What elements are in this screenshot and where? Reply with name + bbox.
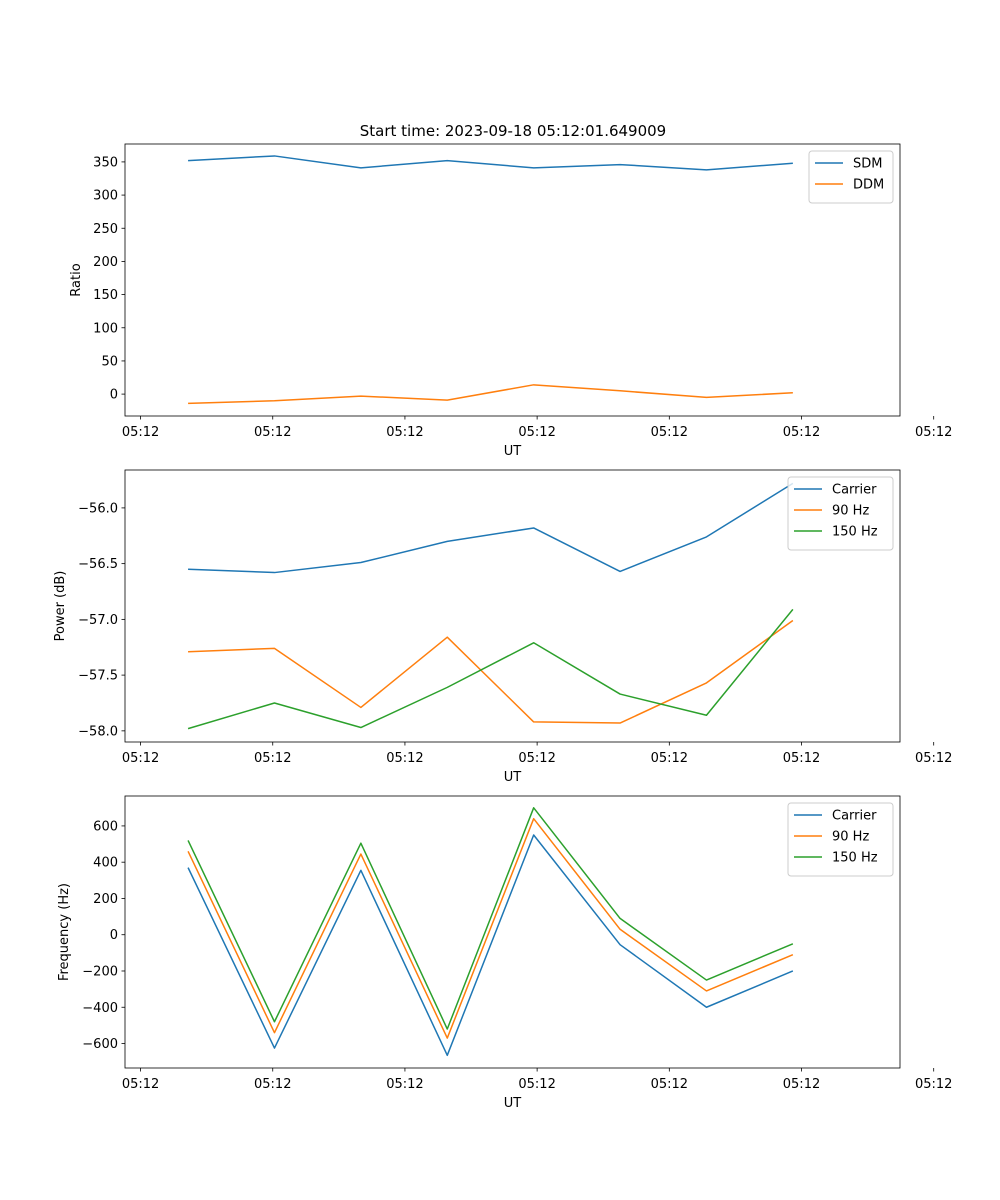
y-tick-label-plot-2: −56.5 — [78, 557, 118, 572]
series-line-carrier-plot-2 — [188, 482, 794, 574]
x-tick-label-plot-2: 05:12 — [122, 751, 159, 766]
series-line-90-hz-plot-3 — [187, 817, 794, 1039]
legend-label-90-hz-plot-3: 90 Hz — [832, 830, 869, 845]
axes-frame-plot-3 — [124, 795, 901, 1069]
x-tick-label-plot-1: 05:12 — [254, 425, 291, 440]
x-tick-label-plot-3: 05:12 — [386, 1077, 423, 1092]
x-tick-label-plot-3: 05:12 — [651, 1077, 688, 1092]
x-tick-label-plot-1: 05:12 — [651, 425, 688, 440]
y-tick-label-plot-3: 400 — [93, 856, 118, 871]
x-tick-label-plot-2: 05:12 — [915, 751, 952, 766]
x-tick-label-plot-3: 05:12 — [518, 1077, 555, 1092]
y-tick-label-plot-3: 200 — [93, 892, 118, 907]
y-axis-label-plot-1: Ratio — [69, 263, 84, 296]
y-tick-label-plot-3: 0 — [110, 928, 118, 943]
x-tick-label-plot-3: 05:12 — [915, 1077, 952, 1092]
legend-label-150-hz-plot-3: 150 Hz — [832, 851, 878, 866]
x-tick-label-plot-1: 05:12 — [783, 425, 820, 440]
x-tick-label-plot-2: 05:12 — [254, 751, 291, 766]
y-tick-label-plot-2: −56.0 — [78, 501, 118, 516]
subplot-3: 05:12 05:12 05:12 05:12 05:12 05:12 05:12 UT −60… — [57, 795, 952, 1111]
subplot-2: 05:12 05:12 05:12 05:12 05:12 05:12 05:12 UT −58… — [53, 469, 952, 785]
y-tick-label-plot-1: 200 — [93, 255, 118, 270]
legend-label-carrier-plot-3: Carrier — [832, 809, 877, 824]
x-tick-label-plot-2: 05:12 — [386, 751, 423, 766]
y-tick-label-plot-1: 150 — [93, 288, 118, 303]
legend-label-carrier-plot-2: Carrier — [832, 483, 877, 498]
y-tick-label-plot-1: 250 — [93, 222, 118, 237]
axes-frame-plot-2 — [124, 469, 901, 743]
subplot-1: 05:12 05:12 05:12 05:12 05:12 05:12 05:12 UT 0 50… — [69, 143, 952, 459]
plots: 05:12 05:12 05:12 05:12 05:12 05:12 05:12 UT 0 50… — [53, 143, 952, 1111]
x-axis-label-plot-3: UT — [504, 1096, 522, 1111]
legend-box-plot-1 — [808, 150, 894, 204]
y-tick-label-plot-1: 350 — [93, 155, 118, 170]
legend-label-150-hz-plot-2: 150 Hz — [832, 525, 878, 540]
figure-title: Start time: 2023-09-18 05:12:01.649009 — [360, 122, 666, 140]
legend-plot-1: SDM DDM — [808, 150, 894, 204]
legend-label-ddm-plot-1: DDM — [853, 178, 884, 193]
y-tick-label-plot-2: −58.0 — [78, 724, 118, 739]
y-tick-label-plot-3: −400 — [82, 1001, 118, 1016]
y-tick-label-plot-2: −57.5 — [78, 669, 118, 684]
x-tick-label-plot-2: 05:12 — [783, 751, 820, 766]
legend-label-90-hz-plot-2: 90 Hz — [832, 504, 869, 519]
y-axis-label-plot-2: Power (dB) — [53, 571, 68, 642]
series-line-150-hz-plot-2 — [187, 608, 794, 730]
x-tick-label-plot-1: 05:12 — [122, 425, 159, 440]
x-tick-label-plot-1: 05:12 — [518, 425, 555, 440]
series-line-sdm-plot-1 — [188, 155, 793, 171]
y-tick-label-plot-1: 0 — [110, 388, 118, 403]
x-tick-label-plot-1: 05:12 — [915, 425, 952, 440]
series-line-carrier-plot-3 — [187, 834, 794, 1057]
series-line-ddm-plot-1 — [188, 384, 793, 405]
y-tick-label-plot-3: −200 — [82, 964, 118, 979]
x-tick-label-plot-3: 05:12 — [122, 1077, 159, 1092]
y-tick-label-plot-1: 100 — [93, 321, 118, 336]
y-tick-label-plot-1: 50 — [101, 354, 118, 369]
series-line-90-hz-plot-2 — [188, 619, 794, 724]
x-axis-label-plot-2: UT — [504, 770, 522, 785]
legend-label-sdm-plot-1: SDM — [853, 157, 882, 172]
y-tick-label-plot-3: −600 — [82, 1037, 118, 1052]
x-tick-label-plot-1: 05:12 — [386, 425, 423, 440]
legend-plot-3: Carrier 90 Hz 150 Hz — [787, 802, 894, 877]
legend-plot-2: Carrier 90 Hz 150 Hz — [787, 476, 894, 551]
x-tick-label-plot-2: 05:12 — [651, 751, 688, 766]
series-line-150-hz-plot-3 — [187, 807, 794, 1030]
x-tick-label-plot-3: 05:12 — [783, 1077, 820, 1092]
y-tick-label-plot-2: −57.0 — [78, 613, 118, 628]
y-axis-label-plot-3: Frequency (Hz) — [57, 883, 72, 981]
x-tick-label-plot-2: 05:12 — [518, 751, 555, 766]
axes-frame-plot-1 — [124, 143, 901, 417]
y-tick-label-plot-1: 300 — [93, 189, 118, 204]
y-tick-label-plot-3: 600 — [93, 819, 118, 834]
x-tick-label-plot-3: 05:12 — [254, 1077, 291, 1092]
x-axis-label-plot-1: UT — [504, 444, 522, 459]
